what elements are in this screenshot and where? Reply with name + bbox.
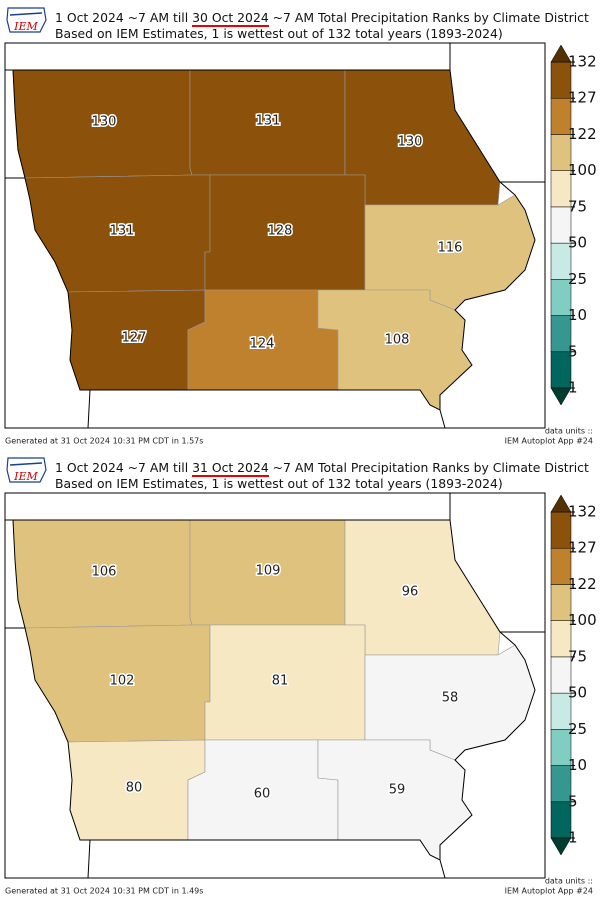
title-date: 30 Oct 2024 [192, 10, 269, 27]
district-label: 131 [110, 224, 135, 239]
logo-text: IEM [13, 20, 38, 33]
title-block: 1 Oct 2024 ~7 AM till 31 Oct 2024 ~7 AM … [55, 460, 589, 492]
colorbar-tick-label: 122 [568, 575, 597, 593]
colorbar-tick-label: 132 [568, 503, 597, 521]
footer-app: IEM Autoplot App #24 [505, 887, 593, 896]
footer-units: data units :: [545, 427, 593, 436]
logo-swoosh [9, 12, 43, 16]
colorbar-over [550, 494, 572, 513]
district-label: 116 [438, 241, 463, 256]
colorbar-under [550, 387, 572, 406]
district-label: 58 [442, 691, 459, 706]
map-svg: IEM 130 131 130 131 128 116 127 124 108 1 5 10 25 50 75… [4, 7, 597, 446]
district-label: 108 [385, 333, 410, 348]
footer-generated: Generated at 31 Oct 2024 10:31 PM CDT in… [5, 887, 203, 896]
district-label: 59 [389, 783, 406, 798]
state-border [439, 409, 446, 429]
state-border [439, 859, 446, 879]
map-panel: IEM 130 131 130 131 128 116 127 124 108 1 5 10 25 50 75… [4, 7, 597, 446]
colorbar-tick-label: 5 [568, 792, 578, 810]
district-label: 106 [92, 565, 117, 580]
subtitle: Based on IEM Estimates, 1 is wettest out… [55, 476, 503, 491]
title-block: 1 Oct 2024 ~7 AM till 30 Oct 2024 ~7 AM … [55, 10, 589, 42]
colorbar-tick-label: 1 [568, 379, 578, 397]
colorbar-tick-label: 127 [568, 89, 597, 107]
colorbar-under [550, 837, 572, 856]
district-label: 80 [126, 781, 143, 796]
title-start: 1 Oct 2024 ~7 AM till [55, 460, 189, 475]
iowa-outline [12, 519, 536, 861]
district-label: 130 [92, 115, 117, 130]
colorbar-tick-label: 122 [568, 125, 597, 143]
district-label: 96 [402, 585, 419, 600]
logo-swoosh [9, 462, 43, 466]
colorbar-tick-label: 10 [568, 756, 587, 774]
district-label: 124 [250, 337, 275, 352]
footer-units: data units :: [545, 877, 593, 886]
colorbar-tick-label: 1 [568, 829, 578, 847]
colorbar-tick-label: 50 [568, 684, 587, 702]
title: 1 Oct 2024 ~7 AM till 30 Oct 2024 ~7 AM … [55, 10, 589, 27]
logo-text: IEM [13, 470, 38, 483]
district-label: 127 [122, 331, 147, 346]
title-end: ~7 AM Total Precipitation Ranks by Clima… [272, 460, 589, 475]
district-label: 128 [268, 224, 293, 239]
district-label: 130 [398, 135, 423, 150]
district-label: 102 [110, 674, 135, 689]
colorbar-tick-label: 25 [568, 720, 587, 738]
map-svg: IEM 106 109 96 102 81 58 80 60 59 1 5 10 25 50 75 100 122… [4, 457, 597, 896]
title-start: 1 Oct 2024 ~7 AM till [55, 10, 189, 25]
title-date: 31 Oct 2024 [192, 460, 269, 477]
iowa-outline [12, 69, 536, 411]
colorbar-over [550, 44, 572, 63]
colorbar-tick-label: 75 [568, 647, 587, 665]
colorbar-tick-label: 132 [568, 53, 597, 71]
colorbar-tick-label: 75 [568, 197, 587, 215]
colorbar-tick-label: 25 [568, 270, 587, 288]
district-label: 109 [256, 564, 281, 579]
colorbar-tick-label: 127 [568, 539, 597, 557]
state-border [87, 839, 91, 879]
colorbar-tick-label: 100 [568, 611, 597, 629]
map-panel: IEM 106 109 96 102 81 58 80 60 59 1 5 10 25 50 75 100 122… [0, 450, 600, 900]
subtitle: Based on IEM Estimates, 1 is wettest out… [55, 26, 503, 41]
title: 1 Oct 2024 ~7 AM till 31 Oct 2024 ~7 AM … [55, 460, 589, 477]
colorbar-tick-label: 50 [568, 234, 587, 252]
colorbar-tick-label: 5 [568, 342, 578, 360]
district-label: 60 [254, 787, 271, 802]
colorbar-tick-label: 10 [568, 306, 587, 324]
district-label: 131 [256, 114, 281, 129]
district-label: 81 [272, 674, 289, 689]
state-border [87, 389, 91, 429]
footer-app: IEM Autoplot App #24 [505, 437, 593, 446]
colorbar-tick-label: 100 [568, 161, 597, 179]
title-end: ~7 AM Total Precipitation Ranks by Clima… [272, 10, 589, 25]
footer-generated: Generated at 31 Oct 2024 10:31 PM CDT in… [5, 437, 203, 446]
